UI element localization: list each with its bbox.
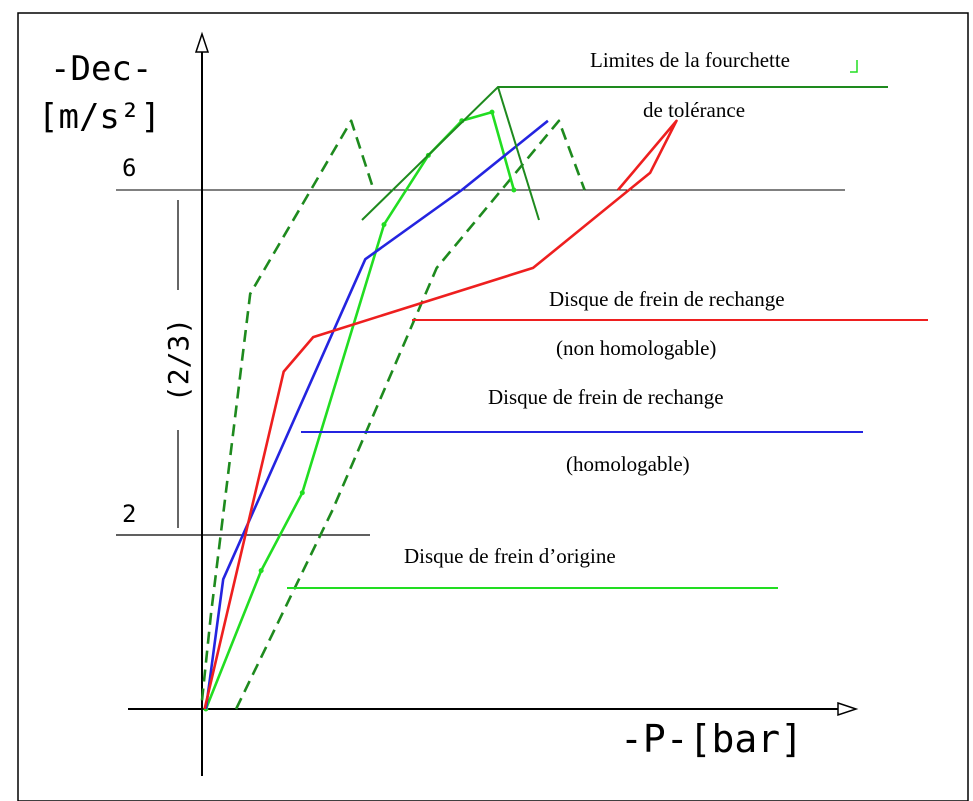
range-label: (2/3): [162, 318, 195, 402]
tolerance-tick-mark: [850, 60, 858, 73]
tolerance-leader-line-2: [497, 86, 540, 221]
y-axis-label-line2: [m/s²]: [38, 97, 161, 137]
series-line-tol_lower: [234, 119, 586, 710]
series-line-original: [204, 110, 516, 710]
series-line-non_homologable: [203, 119, 678, 710]
y-tick-label-2: 2: [122, 500, 136, 528]
series-layer: [200, 109, 678, 712]
y-axis-arrow: [194, 31, 210, 53]
annotation-homologable-line1: Disque de frein de rechange: [488, 385, 724, 409]
annotation-homologable-line2: (homologable): [566, 452, 690, 476]
series-line-tol_upper: [200, 119, 375, 701]
chart-border: [17, 12, 969, 801]
annotation-non-homologable-line1: Disque de frein de rechange: [549, 287, 785, 311]
series-point-original-1: [258, 568, 264, 574]
tolerance-leader-line: [361, 86, 888, 221]
annotation-origine: Disque de frein d’origine: [404, 544, 616, 568]
x-axis-arrow: [837, 701, 859, 717]
annotation-tolerance-line2: de tolérance: [643, 98, 745, 122]
series-point-original-6: [489, 109, 495, 115]
x-axis-label: -P-[bar]: [620, 717, 803, 761]
annotation-tolerance-line1: Limites de la fourchette: [590, 48, 790, 72]
annotation-non-homologable-line2: (non homologable): [556, 336, 716, 360]
y-axis-label-line1: -Dec-: [50, 49, 152, 89]
y-tick-label-6: 6: [122, 154, 136, 182]
series-point-original-7: [511, 187, 517, 193]
series-line-homologable: [204, 119, 549, 710]
series-point-original-3: [381, 222, 387, 228]
series-point-original-2: [299, 490, 305, 496]
